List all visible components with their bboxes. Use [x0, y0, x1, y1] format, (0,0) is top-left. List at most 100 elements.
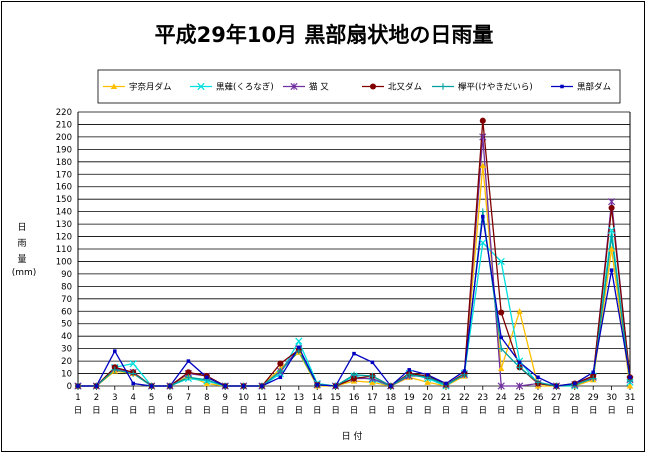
y-axis-label: 日雨量 (mm): [12, 222, 37, 278]
point-marker: [462, 369, 467, 373]
series-line: [78, 216, 631, 387]
point-marker: [516, 308, 523, 314]
y-tick-label: 20: [61, 357, 72, 367]
point-marker: [205, 375, 209, 380]
point-marker: [369, 379, 376, 385]
y-tick-label: 50: [61, 320, 72, 330]
x-tick-label: 17: [367, 393, 378, 403]
point-marker: [554, 384, 559, 388]
point-marker: [315, 382, 319, 387]
x-tick-label: 30: [606, 393, 617, 403]
series-line: [78, 120, 631, 387]
series-markers: [74, 117, 634, 390]
x-tick-label: 20: [422, 393, 433, 403]
x-tick-label: 23: [477, 393, 488, 403]
point-marker: [290, 82, 298, 91]
point-marker: [560, 84, 564, 89]
y-tick-label: 90: [61, 270, 72, 280]
point-marker: [498, 345, 505, 352]
point-marker: [277, 360, 284, 367]
point-marker: [498, 365, 505, 372]
point-marker: [350, 375, 358, 382]
point-marker: [260, 384, 264, 388]
point-marker: [278, 375, 283, 380]
point-marker: [168, 384, 172, 388]
gridlines: [77, 111, 631, 387]
x-tick-label: 22: [459, 393, 470, 403]
legend-entry-label: 黒薙(くろなぎ): [216, 82, 274, 93]
x-tick-suffix: 日: [221, 406, 230, 416]
point-marker: [110, 83, 118, 90]
y-axis-label-part: 日: [17, 222, 26, 233]
x-tick-suffix: 日: [166, 406, 175, 416]
y-tick-label: 140: [56, 208, 72, 218]
point-marker: [350, 371, 358, 378]
x-tick-label: 28: [569, 393, 580, 403]
point-marker: [536, 375, 540, 380]
x-tick-suffix: 日: [442, 406, 451, 416]
y-tick-label: 180: [56, 158, 72, 168]
y-axis-label-part: 雨: [17, 238, 26, 249]
x-tick-label: 11: [257, 393, 268, 403]
x-tick-suffix: 日: [607, 406, 616, 416]
x-tick-label: 3: [112, 393, 117, 403]
legend-entry-label: 欅平(けやきだいら): [458, 83, 533, 93]
x-tick-label: 4: [130, 393, 135, 403]
point-marker: [389, 384, 393, 388]
point-marker: [185, 369, 192, 376]
point-marker: [186, 359, 191, 363]
point-marker: [499, 335, 503, 340]
point-marker: [516, 382, 524, 390]
y-tick-label: 0: [67, 382, 72, 392]
x-tick-suffix: 日: [313, 406, 322, 416]
x-tick-label: 25: [514, 393, 525, 403]
point-marker: [203, 380, 210, 387]
point-marker: [481, 214, 485, 219]
point-marker: [407, 368, 411, 372]
point-marker: [608, 233, 615, 240]
point-marker: [352, 351, 356, 356]
x-tick-suffix: 日: [129, 406, 138, 416]
y-tick-label: 210: [56, 120, 72, 130]
x-tick-label: 31: [625, 393, 636, 403]
y-tick-label: 130: [56, 220, 72, 230]
y-tick-label: 80: [61, 282, 72, 292]
point-marker: [370, 360, 375, 365]
x-tick-suffix: 日: [92, 406, 101, 416]
point-marker: [591, 370, 595, 375]
x-tick-suffix: 日: [239, 406, 248, 416]
point-marker: [608, 204, 615, 211]
x-tick-suffix: 日: [147, 406, 156, 416]
point-marker: [94, 384, 99, 388]
y-axis-ticks: 0 10 20 30 40 50 60 70 80 90 100 110 120 130 140 150 160…: [56, 108, 72, 392]
point-marker: [76, 384, 80, 388]
y-tick-label: 190: [56, 145, 72, 155]
x-tick-label: 27: [551, 393, 562, 403]
x-tick-suffix: 日: [203, 406, 212, 416]
x-tick-label: 9: [222, 393, 227, 403]
point-marker: [130, 370, 137, 377]
point-marker: [608, 245, 615, 252]
x-tick-label: 26: [533, 393, 544, 403]
x-tick-label: 24: [496, 393, 507, 403]
point-marker: [626, 382, 634, 389]
x-tick-label: 13: [293, 393, 304, 403]
point-marker: [479, 117, 486, 124]
x-tick-label: 7: [186, 393, 191, 403]
point-marker: [425, 373, 430, 377]
point-marker: [111, 366, 118, 374]
x-tick-suffix: 日: [331, 406, 340, 416]
legend-entry-label: 北又ダム: [388, 82, 422, 93]
x-tick-label: 5: [149, 393, 154, 403]
x-tick-suffix: 日: [184, 406, 193, 416]
point-marker: [479, 162, 486, 169]
point-marker: [295, 337, 303, 345]
x-tick-suffix: 日: [460, 406, 469, 416]
point-marker: [479, 208, 486, 215]
x-tick-suffix: 日: [258, 406, 267, 416]
point-marker: [277, 367, 284, 375]
point-marker: [149, 384, 154, 388]
point-marker: [444, 381, 448, 386]
x-tick-label: 14: [312, 393, 323, 403]
legend-entry-label: 宇奈月ダム: [129, 82, 172, 93]
